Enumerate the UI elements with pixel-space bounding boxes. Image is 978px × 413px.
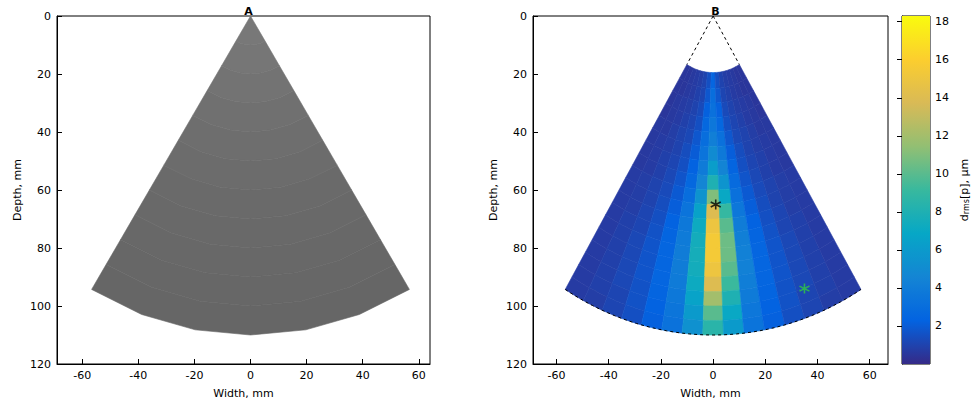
svg-text:40: 40 — [356, 369, 370, 382]
svg-text:10: 10 — [935, 167, 949, 180]
svg-text:0: 0 — [247, 369, 254, 382]
svg-text:Depth, mm: Depth, mm — [11, 159, 24, 221]
svg-text:-60: -60 — [548, 369, 566, 382]
svg-text:6: 6 — [935, 243, 942, 256]
svg-text:-20: -20 — [652, 369, 670, 382]
svg-text:60: 60 — [863, 369, 877, 382]
svg-text:[p], μm: [p], μm — [958, 159, 971, 199]
svg-text:18: 18 — [935, 15, 949, 28]
svg-text:20: 20 — [37, 68, 51, 81]
svg-text:120: 120 — [506, 358, 527, 371]
svg-text:80: 80 — [513, 242, 527, 255]
svg-text:12: 12 — [935, 129, 949, 142]
svg-text:-40: -40 — [600, 369, 618, 382]
svg-text:100: 100 — [30, 300, 51, 313]
svg-text:2: 2 — [935, 319, 942, 332]
svg-text:14: 14 — [935, 91, 949, 104]
svg-text:40: 40 — [37, 126, 51, 139]
svg-text:-20: -20 — [185, 369, 203, 382]
svg-text:A: A — [244, 5, 253, 18]
svg-text:Width, mm: Width, mm — [213, 387, 273, 400]
svg-text:B: B — [711, 5, 719, 18]
svg-text:8: 8 — [935, 205, 942, 218]
svg-text:Depth, mm: Depth, mm — [487, 159, 500, 221]
svg-text:-40: -40 — [129, 369, 147, 382]
svg-text:16: 16 — [935, 53, 949, 66]
svg-text:Width, mm: Width, mm — [680, 387, 740, 400]
svg-text:0: 0 — [44, 10, 51, 23]
svg-text:20: 20 — [513, 68, 527, 81]
svg-text:60: 60 — [513, 184, 527, 197]
svg-text:60: 60 — [412, 369, 426, 382]
svg-text:60: 60 — [37, 184, 51, 197]
svg-text:20: 20 — [300, 369, 314, 382]
svg-text:20: 20 — [758, 369, 772, 382]
svg-text:80: 80 — [37, 242, 51, 255]
svg-text:rms: rms — [962, 199, 971, 214]
svg-text:4: 4 — [935, 281, 942, 294]
svg-text:40: 40 — [811, 369, 825, 382]
svg-text:-60: -60 — [73, 369, 91, 382]
svg-text:120: 120 — [30, 358, 51, 371]
svg-text:100: 100 — [506, 300, 527, 313]
svg-text:0: 0 — [520, 10, 527, 23]
svg-text:0: 0 — [710, 369, 717, 382]
svg-text:40: 40 — [513, 126, 527, 139]
svg-text:d: d — [958, 214, 971, 221]
